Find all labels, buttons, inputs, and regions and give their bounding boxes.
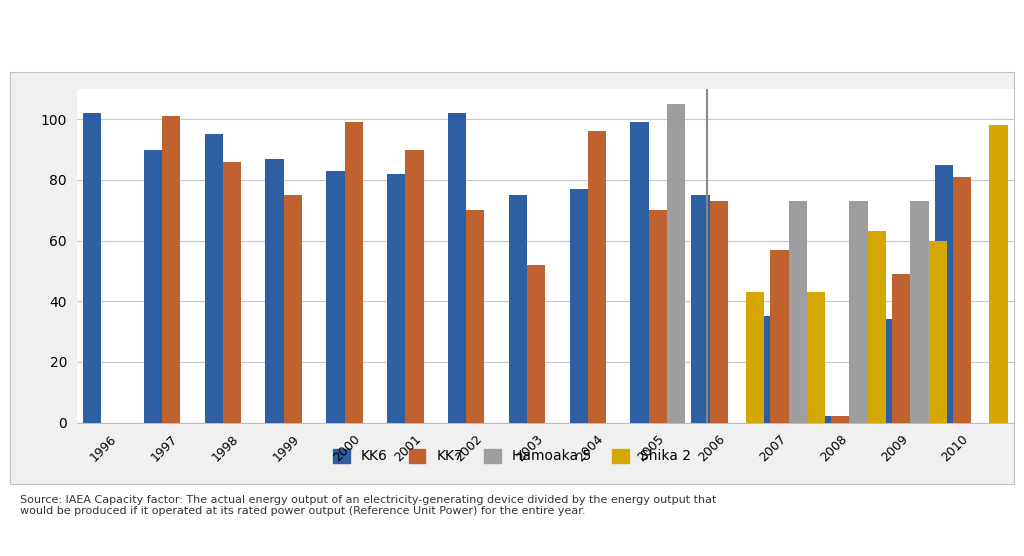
Bar [892, 274, 910, 423]
Bar [143, 150, 162, 423]
Bar [631, 122, 649, 423]
Bar [691, 195, 710, 423]
Bar [929, 241, 947, 423]
Legend: KK6, KK7, Hamoaka 5, Shika 2: KK6, KK7, Hamoaka 5, Shika 2 [328, 443, 696, 469]
Bar [527, 265, 546, 423]
Bar [447, 113, 466, 423]
Bar [649, 210, 667, 423]
Bar [753, 316, 770, 423]
Bar [569, 189, 588, 423]
Bar [813, 416, 831, 423]
Bar [710, 201, 728, 423]
Text: ABWR OPERATION: CAPACITY FACTORS: ABWR OPERATION: CAPACITY FACTORS [12, 30, 437, 49]
Bar [83, 113, 101, 423]
Bar [223, 162, 241, 423]
Bar [327, 171, 344, 423]
Bar [910, 201, 929, 423]
Bar [387, 174, 406, 423]
Bar [989, 125, 1008, 423]
Bar [953, 177, 971, 423]
Bar [205, 135, 223, 423]
Bar [867, 231, 886, 423]
Bar [935, 165, 953, 423]
Bar [344, 122, 362, 423]
Bar [509, 195, 527, 423]
Bar [588, 131, 606, 423]
Bar [807, 292, 825, 423]
Bar [873, 320, 892, 423]
Bar [162, 116, 180, 423]
Bar [746, 292, 764, 423]
Text: Source: IAEA Capacity factor: The actual energy output of an electricity-generat: Source: IAEA Capacity factor: The actual… [20, 495, 717, 516]
Bar [284, 195, 302, 423]
Bar [667, 104, 685, 423]
Bar [850, 201, 867, 423]
Bar [788, 201, 807, 423]
Bar [406, 150, 424, 423]
Bar [265, 158, 284, 423]
Bar [770, 250, 788, 423]
Bar [466, 210, 484, 423]
Bar [831, 416, 850, 423]
